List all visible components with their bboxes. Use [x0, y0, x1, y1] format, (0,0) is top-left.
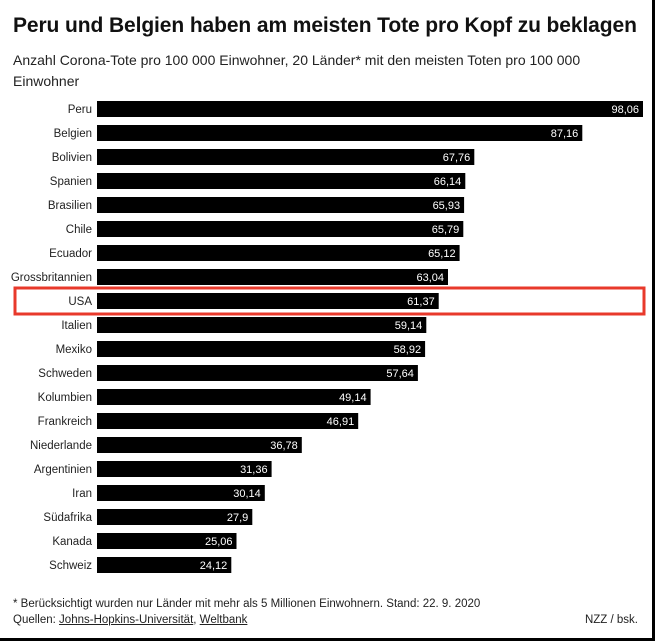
sources-label: Quellen:	[13, 614, 56, 626]
category-label: Südafrika	[43, 512, 92, 524]
bar-row-peru: Peru 98,06	[68, 101, 643, 117]
category-label: Grossbritannien	[11, 272, 92, 284]
bar-row-brasilien: Brasilien 65,93	[48, 197, 465, 213]
bar-row-mexiko: Mexiko 58,92	[56, 341, 426, 357]
bar	[97, 437, 302, 453]
category-label: Belgien	[54, 128, 92, 140]
bar	[97, 293, 439, 309]
chart-subtitle: Anzahl Corona-Tote pro 100 000 Einwohner…	[13, 52, 581, 89]
category-label: Spanien	[50, 176, 92, 188]
footnote: * Berücksichtigt wurden nur Länder mit m…	[13, 598, 481, 610]
value-label: 46,91	[327, 416, 355, 428]
category-label: Argentinien	[34, 464, 92, 476]
value-label: 98,06	[611, 104, 639, 116]
bar-row-grossbritannien: Grossbritannien 63,04	[11, 269, 448, 285]
category-label: Kolumbien	[38, 392, 92, 404]
bar-row-frankreich: Frankreich 46,91	[38, 413, 359, 429]
bar-row-spanien: Spanien 66,14	[50, 173, 466, 189]
value-label: 30,14	[233, 488, 261, 500]
category-label: Frankreich	[38, 416, 92, 428]
bar	[97, 485, 265, 501]
value-label: 59,14	[395, 320, 423, 332]
category-label: Brasilien	[48, 200, 92, 212]
bar	[97, 221, 464, 237]
bar	[97, 269, 448, 285]
value-label: 31,36	[240, 464, 268, 476]
source-link-johns-hopkins[interactable]: Johns-Hopkins-Universität	[59, 614, 194, 626]
category-label: Iran	[72, 488, 92, 500]
bar-row-ecuador: Ecuador 65,12	[49, 245, 460, 261]
sources-line: Quellen: Johns-Hopkins-Universität, Welt…	[13, 614, 247, 626]
bar	[97, 365, 418, 381]
category-label: Schweden	[38, 368, 92, 380]
value-label: 65,12	[428, 248, 456, 260]
bar-row-sudafrika: Südafrika 27,9	[43, 509, 253, 525]
bar	[97, 533, 237, 549]
bar-row-kanada: Kanada 25,06	[52, 533, 237, 549]
bar-row-bolivien: Bolivien 67,76	[52, 149, 475, 165]
credit: NZZ / bsk.	[584, 614, 638, 626]
value-label: 87,16	[551, 128, 579, 140]
bar-row-belgien: Belgien 87,16	[54, 125, 583, 141]
bar-row-usa: USA 61,37	[68, 293, 439, 309]
source-separator: ,	[193, 614, 197, 626]
value-label: 27,9	[227, 512, 248, 524]
bar	[97, 197, 465, 213]
category-label: Schweiz	[49, 560, 92, 572]
category-label: USA	[68, 296, 92, 308]
bar	[97, 413, 359, 429]
category-label: Kanada	[52, 536, 92, 548]
value-label: 57,64	[386, 368, 414, 380]
bar	[97, 149, 475, 165]
category-label: Peru	[68, 104, 92, 116]
bar	[97, 317, 427, 333]
bar-row-italien: Italien 59,14	[61, 317, 427, 333]
bar-row-chile: Chile 65,79	[66, 221, 464, 237]
chart-title: Peru und Belgien haben am meisten Tote p…	[13, 14, 637, 37]
bar-row-schweden: Schweden 57,64	[38, 365, 418, 381]
value-label: 58,92	[394, 344, 422, 356]
value-label: 67,76	[443, 152, 471, 164]
bar	[97, 389, 371, 405]
bar-chart: Peru 98,06 Belgien 87,16 Bolivien 67,76 Spanie…	[11, 101, 646, 573]
bar	[97, 101, 643, 117]
category-label: Chile	[66, 224, 92, 236]
category-label: Mexiko	[56, 344, 92, 356]
bar	[97, 173, 466, 189]
bar	[97, 341, 426, 357]
value-label: 61,37	[407, 296, 435, 308]
highlight-box	[13, 286, 646, 316]
value-label: 25,06	[205, 536, 233, 548]
bar	[97, 125, 583, 141]
value-label: 66,14	[434, 176, 462, 188]
bar-row-niederlande: Niederlande 36,78	[30, 437, 302, 453]
category-label: Italien	[61, 320, 92, 332]
bar	[97, 245, 460, 261]
bar-row-schweiz: Schweiz 24,12	[49, 557, 232, 573]
bar	[97, 461, 272, 477]
bar-row-argentinien: Argentinien 31,36	[34, 461, 272, 477]
bar-row-iran: Iran 30,14	[72, 485, 265, 501]
category-label: Bolivien	[52, 152, 92, 164]
value-label: 63,04	[416, 272, 444, 284]
bar-row-kolumbien: Kolumbien 49,14	[38, 389, 371, 405]
value-label: 24,12	[200, 560, 228, 572]
bar	[97, 557, 232, 573]
source-link-weltbank[interactable]: Weltbank	[199, 614, 248, 626]
value-label: 36,78	[270, 440, 298, 452]
category-label: Niederlande	[30, 440, 92, 452]
value-label: 49,14	[339, 392, 367, 404]
category-label: Ecuador	[49, 248, 92, 260]
bar	[97, 509, 253, 525]
value-label: 65,93	[433, 200, 461, 212]
value-label: 65,79	[432, 224, 460, 236]
